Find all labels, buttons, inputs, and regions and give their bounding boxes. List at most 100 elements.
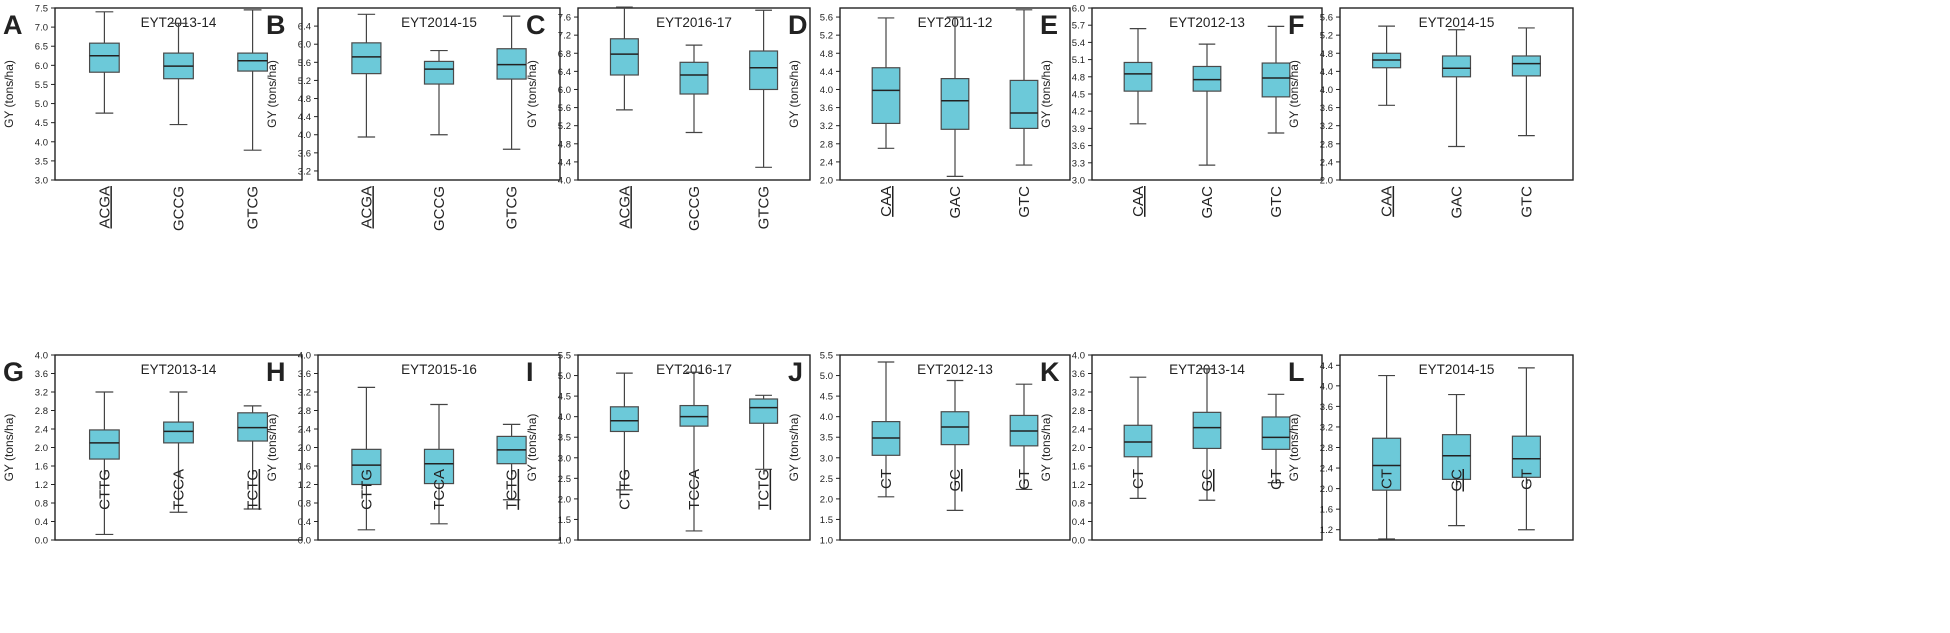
y-tick-label: 6.4 [298, 22, 311, 33]
y-tick-label: 4.0 [820, 412, 833, 423]
y-tick-label: 3.2 [820, 121, 833, 132]
box-iqr [609, 38, 639, 76]
y-tick-label: 0.8 [35, 499, 48, 510]
box-caa [1123, 28, 1153, 125]
y-tick-label: 2.0 [35, 443, 48, 454]
category-label: CTTG [96, 469, 113, 510]
box-cttg [609, 372, 639, 491]
y-tick-label: 5.0 [820, 371, 833, 382]
y-tick-label: 2.8 [35, 406, 48, 417]
box-iqr [1009, 79, 1039, 129]
box-gccg [679, 44, 709, 134]
panel-letter: F [1288, 10, 1305, 40]
panel-g: G EYT2013-14 0.0 0.4 0.8 1.2 1.6 2.0 2.4 2.8 3.2 3.… [2, 351, 303, 547]
y-tick-label: 4.8 [1320, 49, 1333, 60]
box-gac [1192, 43, 1222, 166]
category-label: GAC [1449, 186, 1466, 219]
y-tick-label: 5.2 [558, 121, 571, 132]
y-tick-label: 4.4 [1320, 361, 1333, 372]
y-tick-label: 3.0 [1072, 176, 1085, 187]
category-label: ACGA [358, 186, 375, 229]
category-label: GC [947, 469, 964, 492]
y-tick-label: 4.5 [35, 118, 48, 129]
box-iqr [679, 404, 709, 427]
box-iqr [88, 429, 120, 460]
y-tick-label: 0.8 [298, 499, 311, 510]
box-gtc [1261, 25, 1291, 134]
box-gc [1441, 393, 1472, 527]
y-tick-label: 2.0 [1072, 443, 1085, 454]
y-tick-label: 3.6 [1072, 141, 1085, 152]
y-axis-label: GY (tons/ha) [787, 60, 801, 128]
y-tick-label: 3.6 [298, 369, 311, 380]
box-acga [88, 11, 120, 114]
y-tick-label: 3.3 [1072, 158, 1085, 169]
y-tick-label: 0.0 [1072, 536, 1085, 547]
category-label: CAA [1130, 186, 1147, 217]
y-tick-label: 5.6 [298, 58, 311, 69]
box-gtc [1009, 9, 1039, 166]
y-tick-label: 4.5 [820, 392, 833, 403]
category-label: TCTG [245, 469, 262, 510]
panel-title: EYT2013-14 [141, 15, 217, 30]
panel-title: EYT2014-15 [1419, 15, 1495, 30]
y-tick-label: 3.6 [1320, 103, 1333, 114]
y-tick-label: 3.5 [558, 433, 571, 444]
box-iqr [940, 411, 970, 446]
y-tick-label: 6.0 [1072, 4, 1085, 15]
y-tick-label: 3.6 [35, 369, 48, 380]
y-tick-label: 3.2 [1320, 422, 1333, 433]
y-tick-label: 1.6 [1072, 462, 1085, 473]
category-label: TCCA [686, 469, 703, 510]
panel-letter: C [526, 10, 546, 40]
y-tick-label: 0.4 [1072, 517, 1085, 528]
y-tick-label: 3.2 [298, 166, 311, 177]
panel-b: B EYT2014-15 3.2 3.6 4.0 4.4 4.8 5.2 5.6 6.0 6.4 GY… [265, 7, 561, 231]
y-tick-label: 3.9 [1072, 124, 1085, 135]
y-tick-label: 5.2 [298, 76, 311, 87]
y-tick-label: 2.8 [1320, 443, 1333, 454]
y-tick-label: 3.5 [820, 433, 833, 444]
y-tick-label: 2.4 [35, 425, 48, 436]
box-tctg [749, 394, 779, 470]
box-iqr [423, 60, 455, 85]
y-tick-label: 2.0 [558, 494, 571, 505]
category-label: GTC [1016, 186, 1033, 218]
box-cttg [88, 391, 120, 536]
box-ct [871, 361, 901, 498]
panel-h: H EYT2015-16 0.0 0.4 0.8 1.2 1.6 2.0 2.4 2.8 3.2 3.… [265, 351, 561, 547]
y-tick-label: 5.6 [1320, 13, 1333, 24]
y-axis-label: GY (tons/ha) [525, 60, 539, 128]
y-tick-label: 7.6 [558, 13, 571, 24]
panel-title: EYT2013-14 [141, 362, 217, 377]
box-iqr [351, 42, 382, 75]
y-tick-label: 5.1 [1072, 55, 1085, 66]
y-tick-label: 1.2 [1320, 525, 1333, 536]
category-label: ACGA [96, 186, 113, 229]
box-iqr [1261, 416, 1291, 450]
box-iqr [351, 448, 382, 486]
y-tick-label: 4.0 [298, 130, 311, 141]
box-tcca [163, 391, 194, 513]
category-label: GCCG [431, 186, 448, 231]
y-tick-label: 2.0 [1320, 484, 1333, 495]
y-tick-label: 4.0 [558, 412, 571, 423]
box-tctg [496, 423, 527, 501]
panel-j: J EYT2012-13 1.0 1.5 2.0 2.5 3.0 3.5 4.0 4.5 5.0 5.… [787, 351, 1071, 547]
category-label: TCTG [504, 469, 521, 510]
y-tick-label: 0.4 [298, 517, 311, 528]
panel-l: L EYT2014-15 1.2 1.6 2.0 2.4 2.8 3.2 3.6 4.0 4.4 GY… [1287, 354, 1574, 541]
panel-letter: D [788, 10, 808, 40]
y-axis-label: GY (tons/ha) [787, 414, 801, 482]
category-label: CAA [878, 186, 895, 217]
category-label: TCCA [171, 469, 188, 510]
box-iqr [940, 78, 970, 130]
y-tick-label: 1.6 [35, 462, 48, 473]
box-gtcg [237, 9, 269, 151]
panel-k: K EYT2013-140.00.40.81.21.62.02.42.83.23.… [1039, 351, 1323, 547]
y-tick-label: 4.4 [1320, 67, 1333, 78]
category-label: GTC [1518, 186, 1535, 218]
panel-f: F EYT2014-15 2.0 2.4 2.8 3.2 3.6 4.0 4.4 4.8 5.2 5.… [1287, 7, 1574, 219]
y-tick-label: 5.2 [1320, 31, 1333, 42]
y-tick-label: 1.2 [1072, 480, 1085, 491]
